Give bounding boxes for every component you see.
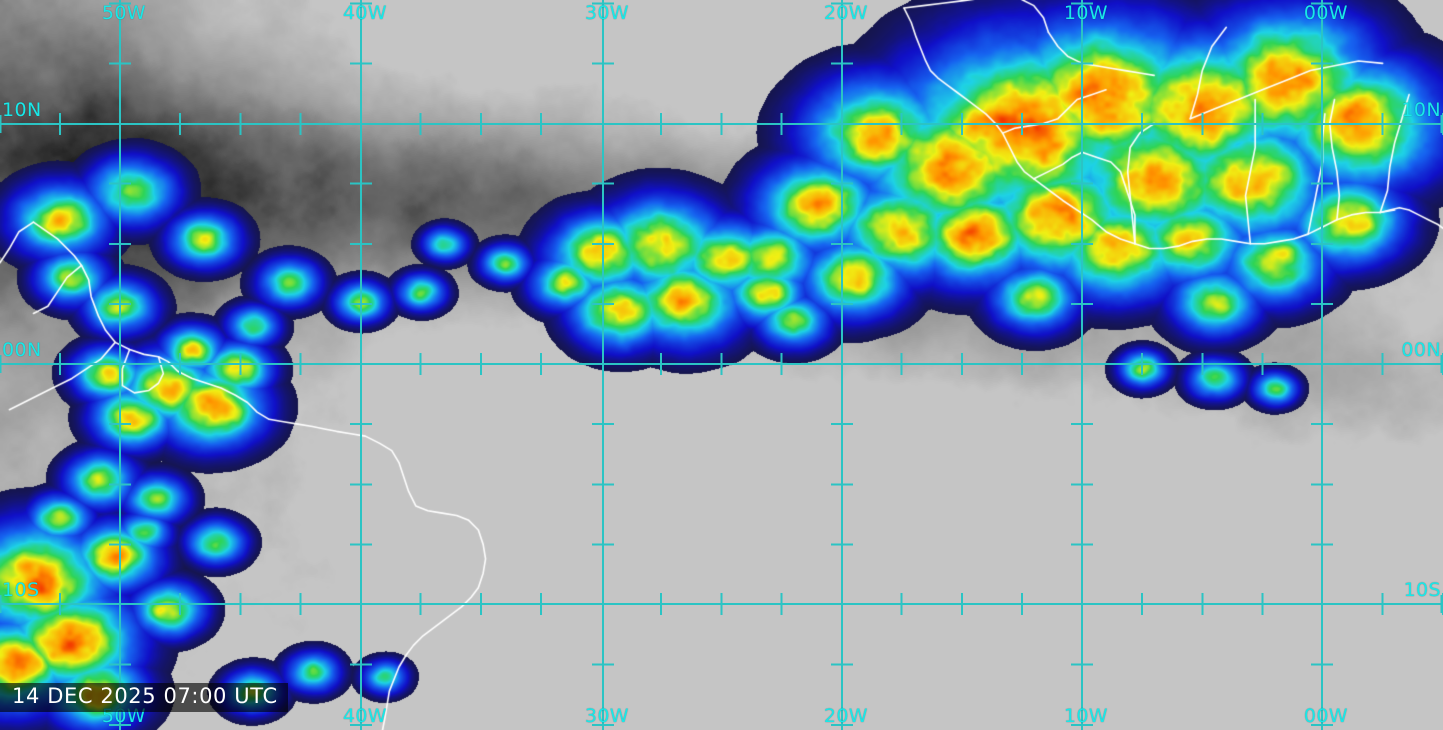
lon-label-top: 40W [342,2,387,24]
lon-label-top: 50W [101,2,146,24]
lon-label-bottom: 20W [823,705,868,727]
lat-label-left: 10N [2,99,42,121]
timestamp-banner: 14 DEC 2025 07:00 UTC [0,683,288,712]
lon-label-top: 20W [823,2,868,24]
lat-label-left: 00N [2,339,42,361]
lon-label-bottom: 40W [342,705,387,727]
lon-label-bottom: 00W [1303,705,1348,727]
lon-label-top: 00W [1303,2,1348,24]
lat-label-right: 00N [1401,339,1441,361]
lon-label-bottom: 30W [584,705,629,727]
timestamp-text: 14 DEC 2025 07:00 UTC [12,684,278,709]
lat-label-right: 10N [1401,99,1441,121]
lat-label-left: 10S [2,579,40,601]
lat-label-right: 10S [1403,579,1441,601]
lon-label-top: 10W [1063,2,1108,24]
lon-label-bottom: 10W [1063,705,1108,727]
lon-label-top: 30W [584,2,629,24]
